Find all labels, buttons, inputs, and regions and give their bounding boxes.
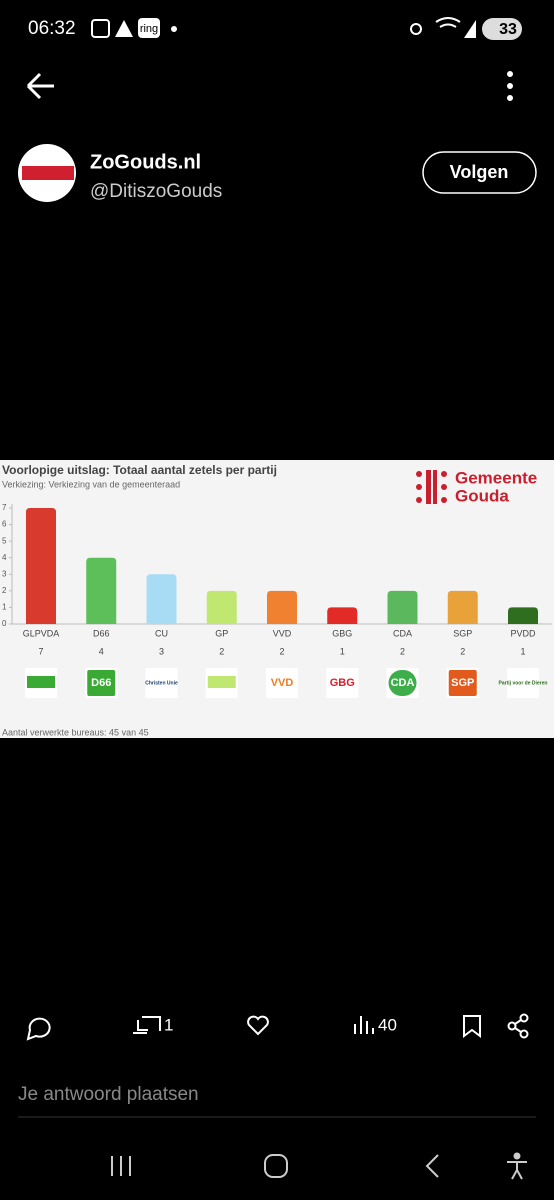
party-logo-mark <box>448 670 477 696</box>
x-tick-label: CU <box>155 628 168 638</box>
x-tick-label: GBG <box>332 628 352 638</box>
bar <box>327 607 358 624</box>
back-button[interactable] <box>26 72 54 100</box>
party-logo-mark <box>27 676 55 688</box>
reply-button[interactable] <box>26 1017 51 1041</box>
chart-subtitle: Verkiezing: Verkiezing van de gemeentera… <box>2 479 180 489</box>
chart-title: Voorlopige uitslag: Totaal aantal zetels… <box>2 463 277 477</box>
accessibility-button[interactable] <box>507 1152 527 1180</box>
x-tick-label: D66 <box>93 628 110 638</box>
status-dot <box>171 26 177 32</box>
views-count: 40 <box>378 1015 397 1034</box>
bar <box>206 590 237 624</box>
bar <box>508 607 538 624</box>
value-label: 4 <box>99 646 104 656</box>
party-logo-text: VVD <box>271 677 294 689</box>
value-label: 3 <box>159 646 164 656</box>
value-label: 7 <box>38 646 43 656</box>
bar <box>146 574 177 624</box>
party-logo-text: Partij voor de Dieren <box>499 680 548 686</box>
x-tick-label: VVD <box>273 628 292 638</box>
x-tick-label: GP <box>215 628 228 638</box>
value-label: 2 <box>219 646 224 656</box>
bar <box>387 590 418 624</box>
party-logo-mark <box>388 670 417 696</box>
battery-text: 33 <box>499 21 517 38</box>
bar <box>26 508 56 624</box>
value-label: 2 <box>279 646 284 656</box>
party-logo-mark <box>509 670 537 696</box>
battery <box>482 18 522 40</box>
key-icon <box>410 23 422 35</box>
party-logo-text: Christen Unie <box>145 680 178 686</box>
status-icon <box>115 20 133 37</box>
party-logo-text: GBG <box>330 677 355 689</box>
party-logo-text: D66 <box>91 677 111 689</box>
value-label: 1 <box>520 646 525 656</box>
value-label: 2 <box>460 646 465 656</box>
party-logo-text: CDA <box>391 677 415 689</box>
party-logo-mark <box>147 670 176 696</box>
gouda-logo <box>416 470 447 504</box>
follow-label[interactable]: Volgen <box>450 162 509 182</box>
status-icon <box>91 19 110 38</box>
y-tick-label: 1 <box>2 603 7 612</box>
nav-back[interactable] <box>425 1154 439 1178</box>
chart-image[interactable]: Voorlopige uitslag: Totaal aantal zetels… <box>0 460 554 738</box>
party-logo-mark <box>87 670 116 696</box>
bar <box>447 590 478 624</box>
x-tick-label: CDA <box>393 628 412 638</box>
bar <box>86 557 117 624</box>
party-logo-mark <box>268 670 296 696</box>
bar <box>267 590 297 624</box>
nav-recents[interactable] <box>111 1156 131 1176</box>
value-label: 1 <box>340 646 345 656</box>
ring-text: ring <box>140 23 158 35</box>
chart-footnote: Aantal verwerkte bureaus: 45 van 45 <box>2 727 149 737</box>
value-label: 2 <box>400 646 405 656</box>
nav-home[interactable] <box>264 1154 288 1178</box>
x-tick-label: GLPVDA <box>23 628 60 638</box>
share-button[interactable] <box>507 1013 529 1039</box>
retweet-count: 1 <box>164 1015 173 1034</box>
follow-button[interactable] <box>422 151 537 194</box>
party-logo-mark <box>207 676 236 688</box>
y-tick-label: 7 <box>2 503 7 512</box>
y-tick-label: 6 <box>2 520 7 529</box>
bookmark-button[interactable] <box>463 1015 481 1038</box>
ring-badge <box>138 18 160 38</box>
x-tick-label: PVDD <box>510 628 536 638</box>
menu-button[interactable] <box>507 71 513 101</box>
author-handle[interactable]: @DitiszoGouds <box>90 181 222 202</box>
brand-line: Gouda <box>455 486 509 505</box>
avatar-logo <box>22 166 74 180</box>
time: 06:32 <box>28 18 76 39</box>
views-icon[interactable] <box>354 1016 374 1034</box>
party-logo-mark <box>328 670 357 696</box>
party-logo-text: SGP <box>451 677 474 689</box>
wifi-icon <box>435 17 461 28</box>
y-tick-label: 4 <box>2 553 7 562</box>
y-tick-label: 0 <box>2 619 7 628</box>
brand-line: Gemeente <box>455 468 537 487</box>
y-tick-label: 5 <box>2 536 7 545</box>
x-tick-label: SGP <box>453 628 472 638</box>
like-button[interactable] <box>247 1015 269 1036</box>
y-tick-label: 2 <box>2 586 7 595</box>
author-name[interactable]: ZoGouds.nl <box>90 151 201 173</box>
signal-icon <box>464 20 476 38</box>
y-tick-label: 3 <box>2 569 7 578</box>
retweet-button[interactable] <box>133 1016 161 1034</box>
reply-input[interactable]: Je antwoord plaatsen <box>18 1084 199 1105</box>
